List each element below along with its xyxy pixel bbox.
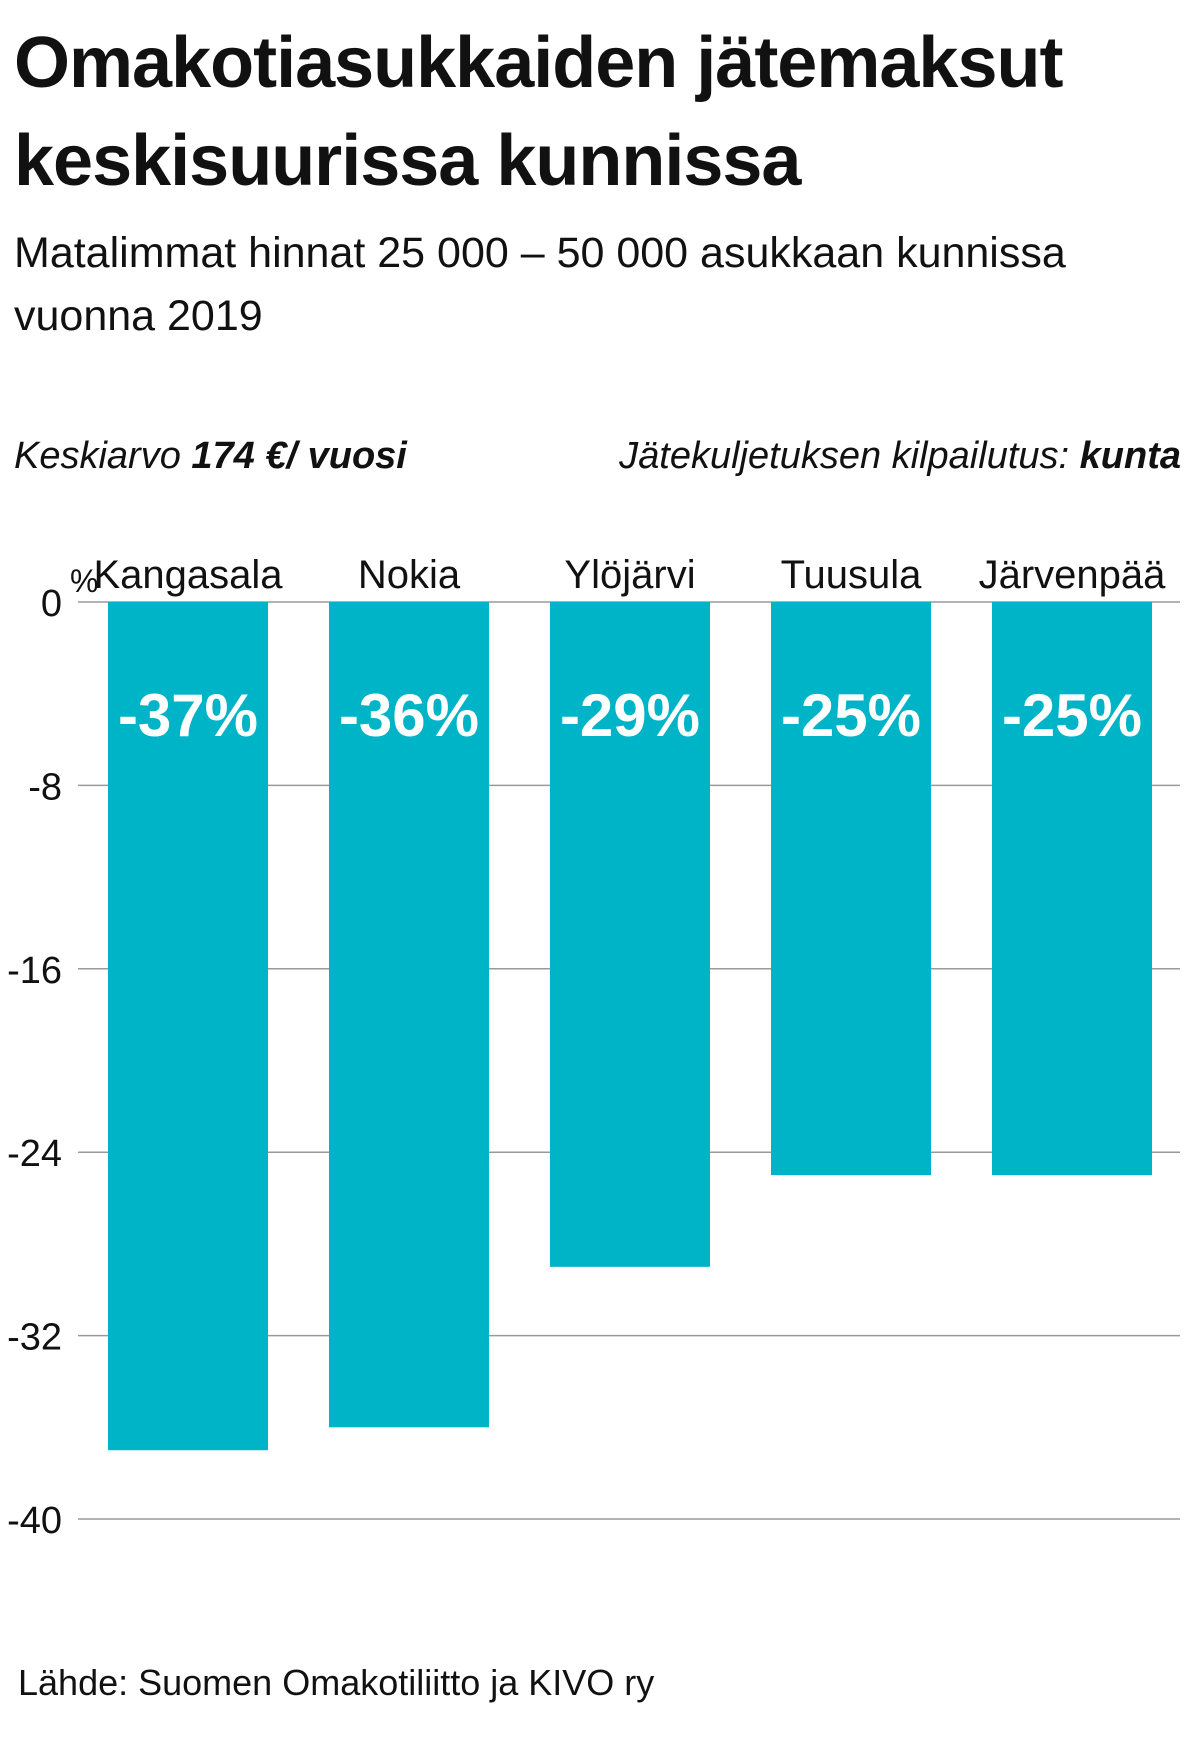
y-tick-label: -16	[7, 950, 62, 992]
bar-nokia	[329, 602, 489, 1428]
data-label: -25%	[781, 682, 921, 749]
bars	[108, 602, 1152, 1451]
category-label: Järvenpää	[979, 553, 1167, 597]
category-label: Kangasala	[93, 553, 283, 597]
labels: 0 -8 -16 -24 -32 -40%Kangasala -37% Nokia -36% Yl…	[7, 553, 1166, 1542]
bar-kangasala	[108, 602, 268, 1451]
category-label: Ylöjärvi	[564, 553, 695, 597]
data-label: -36%	[339, 682, 479, 749]
y-unit-label: %	[70, 563, 98, 599]
category-label: Tuusula	[781, 553, 923, 597]
average-label: Keskiarvo	[14, 435, 192, 477]
y-tick-label: -40	[7, 1500, 62, 1542]
chart-subtitle: Matalimmat hinnat 25 000 – 50 000 asukka…	[14, 229, 1066, 340]
bar-chart: 0 -8 -16 -24 -32 -40%Kangasala -37% Nokia -36% Yl…	[7, 553, 1180, 1542]
y-tick-label: -24	[7, 1133, 62, 1175]
tender-value: kunta	[1079, 435, 1181, 477]
data-label: -25%	[1002, 682, 1142, 749]
average-value: 174 €/ vuosi	[191, 435, 407, 477]
bar-ylöjärvi	[550, 602, 710, 1267]
tender-note: Jätekuljetuksen kilpailutus: kunta	[619, 432, 1181, 480]
y-tick-label: -8	[28, 766, 62, 808]
source-note: Lähde: Suomen Omakotiliitto ja KIVO ry	[18, 1662, 655, 1703]
bar-tuusula	[771, 602, 931, 1176]
category-label: Nokia	[358, 553, 461, 597]
bar-järvenpää	[992, 602, 1152, 1176]
tender-label: Jätekuljetuksen kilpailutus:	[619, 435, 1080, 477]
data-label: -29%	[560, 682, 700, 749]
chart-title: Omakotiasukkaiden jätemaksut keskisuuris…	[14, 23, 1063, 201]
y-tick-label: -32	[7, 1317, 62, 1359]
data-label: -37%	[118, 682, 258, 749]
average-note: Keskiarvo 174 €/ vuosi	[14, 432, 407, 480]
y-tick-label: 0	[41, 583, 62, 625]
